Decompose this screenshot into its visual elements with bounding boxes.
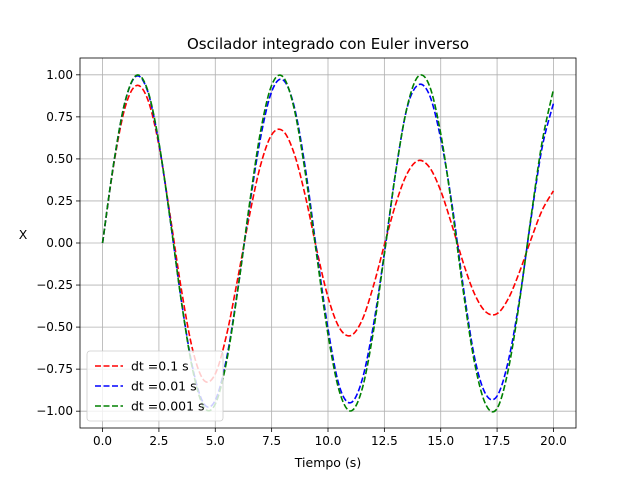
x-tick-label: 20.0 bbox=[540, 434, 567, 448]
x-tick-label: 5.0 bbox=[206, 434, 225, 448]
x-tick-label: 7.5 bbox=[262, 434, 281, 448]
legend-entry: dt =0.1 s bbox=[131, 359, 189, 374]
y-tick-label: −0.25 bbox=[36, 278, 73, 292]
plot-lines bbox=[101, 74, 555, 413]
series-line-2 bbox=[101, 74, 555, 413]
y-axis-label: X bbox=[19, 227, 28, 242]
x-axis-label: Tiempo (s) bbox=[294, 455, 361, 470]
y-tick-label: 0.25 bbox=[46, 194, 73, 208]
x-tick-label: 17.5 bbox=[484, 434, 511, 448]
y-tick-label: −0.50 bbox=[36, 320, 73, 334]
x-tick-label: 15.0 bbox=[427, 434, 454, 448]
series-line-0 bbox=[101, 84, 555, 383]
y-tick-label: 0.50 bbox=[46, 152, 73, 166]
legend[interactable]: dt =0.1 s dt =0.01 s dt =0.001 s bbox=[86, 350, 224, 422]
x-axis: 0.0 2.5 5.0 7.5 10.0 12.5 15.0 17.5 20.0 bbox=[93, 428, 567, 448]
y-tick-label: 0.00 bbox=[46, 236, 73, 250]
y-tick-label: −0.75 bbox=[36, 362, 73, 376]
legend-box bbox=[86, 350, 224, 422]
legend-entry: dt =0.01 s bbox=[131, 379, 197, 394]
x-tick-label: 10.0 bbox=[315, 434, 342, 448]
y-axis: −1.00 −0.75 −0.50 −0.25 0.00 0.25 0.50 0.75 1.00 bbox=[36, 68, 80, 418]
y-tick-label: −1.00 bbox=[36, 404, 73, 418]
x-tick-label: 0.0 bbox=[93, 434, 112, 448]
y-tick-label: 1.00 bbox=[46, 68, 73, 82]
x-tick-label: 12.5 bbox=[371, 434, 398, 448]
x-tick-label: 2.5 bbox=[149, 434, 168, 448]
legend-entry: dt =0.001 s bbox=[131, 399, 205, 414]
chart-title: Oscilador integrado con Euler inverso bbox=[187, 35, 469, 53]
y-tick-label: 0.75 bbox=[46, 110, 73, 124]
